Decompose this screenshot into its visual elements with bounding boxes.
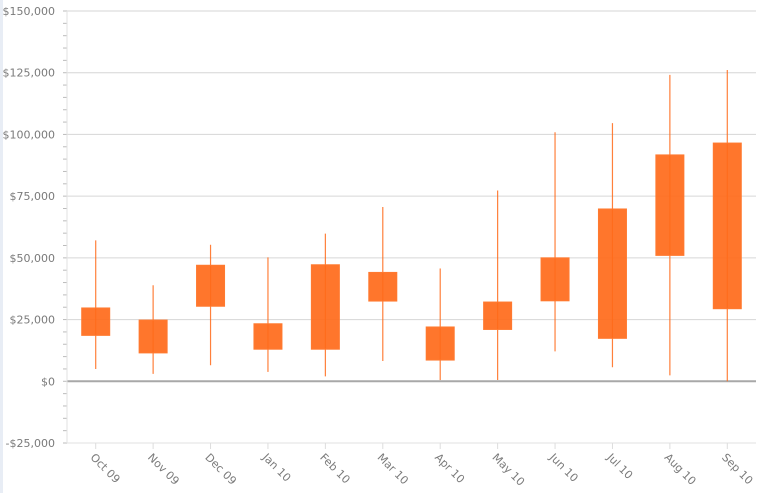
candle-body [425, 326, 455, 361]
x-tick-label: Oct 09 [88, 451, 123, 486]
candle-body [368, 271, 398, 302]
left-edge [0, 0, 3, 493]
x-tick-label: Mar 10 [375, 451, 411, 487]
x-tick-label: Feb 10 [317, 451, 352, 486]
x-tick-label: Jun 10 [546, 450, 580, 484]
y-tick-label: $0 [41, 375, 55, 388]
candles [81, 69, 742, 382]
y-tick-label: $75,000 [10, 190, 56, 203]
y-tick-label: $50,000 [10, 252, 56, 265]
x-tick-label: Jul 10 [604, 450, 636, 482]
candle-body [253, 323, 283, 350]
y-tick-label: $150,000 [3, 5, 56, 18]
candle-body [597, 208, 627, 339]
y-tick-label: $125,000 [3, 67, 56, 80]
x-tick-label: Jan 10 [259, 450, 293, 484]
x-axis: Oct 09 Nov 09 Dec 09 Jan 10 Feb 10 Mar 10 Apr … [67, 442, 756, 489]
gridlines [67, 10, 756, 444]
x-tick-label: Apr 10 [432, 451, 467, 486]
candle-body [310, 264, 340, 350]
x-tick-label: Sep 10 [719, 451, 755, 487]
candle-body [138, 319, 168, 354]
x-tick-label: Nov 09 [145, 451, 182, 488]
candle-body [196, 264, 226, 307]
candle-body [483, 301, 513, 330]
candle-body [655, 154, 685, 256]
y-axis: -$25,000 $0 $25,000 $50,000 $75,000 $100,000 $… [3, 5, 68, 450]
x-tick-label: Dec 09 [202, 451, 239, 488]
y-tick-label: $25,000 [10, 314, 56, 327]
y-tick-label: $100,000 [3, 128, 56, 141]
x-tick-label: Aug 10 [662, 451, 699, 488]
y-tick-label: -$25,000 [6, 437, 55, 450]
candle-body [540, 257, 570, 302]
candle-body [712, 142, 742, 310]
candle-body [81, 307, 111, 336]
x-tick-label: May 10 [490, 451, 528, 489]
